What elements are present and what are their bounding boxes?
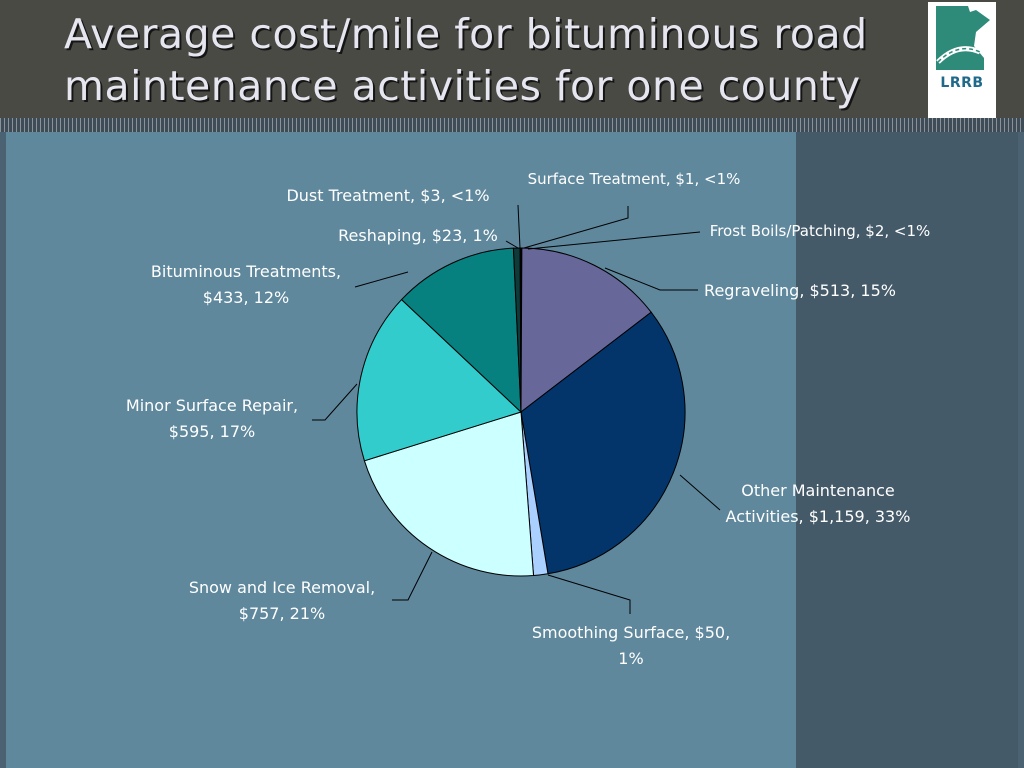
- leader-line-smoothing-surface: [547, 574, 631, 614]
- leader-line-minor-surface-repair: [312, 383, 358, 421]
- leader-line-frost-boils-patching: [527, 231, 701, 250]
- leader-line-snow-and-ice-removal: [392, 551, 433, 601]
- title-divider: [0, 118, 1024, 132]
- lrrb-logo-text: LRRB: [940, 75, 984, 91]
- slide-title-line-1: Average cost/mile for bituminous road: [64, 10, 868, 58]
- pie-slice-snow-and-ice-removal: [363, 411, 535, 577]
- pie-slice-bituminous-treatments: [400, 247, 522, 414]
- leader-line-reshaping: [505, 240, 519, 249]
- data-label-other-maintenance-activities: Other Maintenance Activities, $1,159, 33%: [726, 481, 911, 526]
- data-label-minor-surface-repair: Minor Surface Repair, $595, 17%: [126, 396, 298, 441]
- data-label-reshaping: Reshaping, $23, 1%: [338, 226, 498, 245]
- slide-title: Average cost/mile for bituminous road ma…: [64, 8, 924, 112]
- data-label-smoothing-surface: Smoothing Surface, $50, 1%: [532, 623, 730, 668]
- data-label-bituminous-treatments: Bituminous Treatments, $433, 12%: [151, 262, 341, 307]
- leader-line-dust-treatment: [517, 204, 521, 249]
- data-label-frost-boils-patching: Frost Boils/Patching, $2, <1%: [710, 222, 931, 240]
- pie-slice-minor-surface-repair: [356, 298, 522, 462]
- data-label-dust-treatment: Dust Treatment, $3, <1%: [286, 186, 489, 205]
- leader-line-regraveling: [604, 267, 698, 291]
- leader-line-other-maintenance-activities: [679, 474, 721, 511]
- lrrb-logo: LRRB: [928, 2, 996, 118]
- slide-title-line-2: maintenance activities for one county: [64, 62, 861, 110]
- data-label-regraveling: Regraveling, $513, 15%: [704, 281, 896, 300]
- minnesota-map-icon: [936, 6, 990, 70]
- leader-line-surface-treatment: [523, 206, 629, 249]
- side-panel: [796, 132, 1018, 768]
- data-label-snow-and-ice-removal: Snow and Ice Removal, $757, 21%: [189, 578, 375, 623]
- leader-line-bituminous-treatments: [354, 271, 409, 288]
- data-label-surface-treatment: Surface Treatment, $1, <1%: [528, 170, 741, 188]
- pie-slice-dust-treatment: [519, 247, 522, 413]
- pie-slice-other-maintenance-activities: [520, 311, 686, 575]
- title-bar: [0, 0, 1024, 118]
